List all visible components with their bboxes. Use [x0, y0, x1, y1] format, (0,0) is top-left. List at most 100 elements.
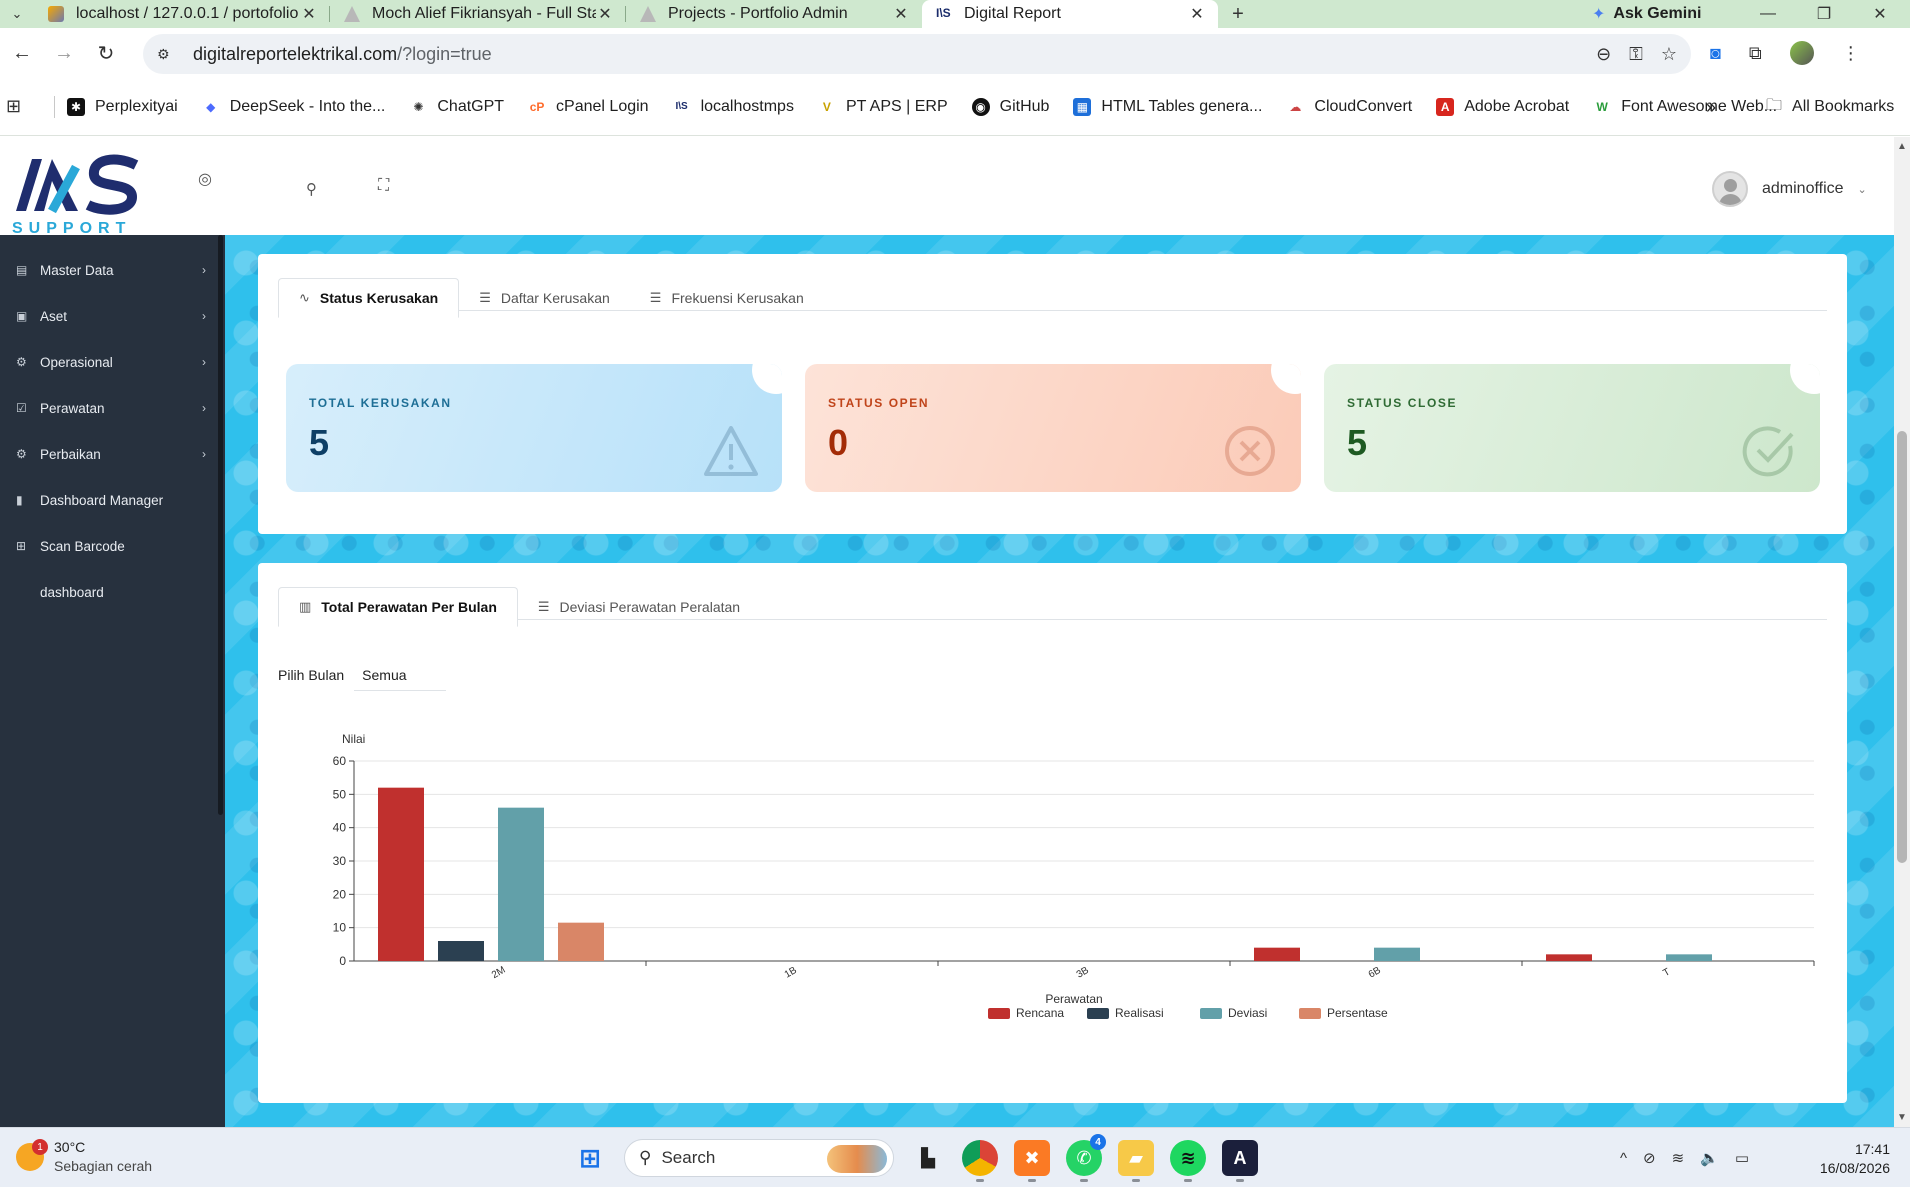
bookmark-item[interactable]: ◉ GitHub	[971, 97, 1049, 116]
bar-rencana	[1546, 954, 1592, 961]
new-tab-button[interactable]: +	[1232, 2, 1244, 25]
browser-tab-active[interactable]: I\S Digital Report ✕	[922, 0, 1218, 28]
bookmark-item[interactable]: V PT APS | ERP	[818, 98, 948, 116]
tab-daftar-kerusakan[interactable]: ☰ Daftar Kerusakan	[459, 278, 630, 318]
arc-icon[interactable]: A	[1222, 1140, 1258, 1182]
volume-icon[interactable]: 🔈	[1700, 1150, 1719, 1167]
bookmark-label: HTML Tables genera...	[1101, 97, 1263, 115]
bookmark-item[interactable]: ✱ Perplexityai	[67, 97, 178, 116]
legend-swatch	[1200, 1008, 1222, 1019]
sidebar-item-perbaikan[interactable]: ⚙ Perbaikan ›	[0, 431, 220, 477]
scrollbar-thumb[interactable]	[1897, 431, 1907, 863]
legend-swatch	[1087, 1008, 1109, 1019]
user-menu[interactable]: adminoffice ⌄	[1712, 171, 1867, 207]
y-tick-label: 10	[333, 921, 347, 935]
close-tab-icon[interactable]: ✕	[302, 6, 316, 23]
spotify-icon[interactable]: ≋	[1170, 1140, 1206, 1182]
chrome-icon[interactable]	[962, 1140, 998, 1182]
tab-frekuensi-kerusakan[interactable]: ☰ Frekuensi Kerusakan	[630, 278, 824, 318]
profile-avatar-icon[interactable]	[1789, 41, 1814, 65]
more-bookmarks-icon[interactable]: »	[1706, 96, 1717, 117]
zoom-icon[interactable]: ⊖	[1596, 43, 1612, 64]
app-header: SUPPORT ◎ ⚲ ⛶ adminoffice ⌄	[0, 137, 1894, 235]
back-arrow-icon[interactable]: ←	[12, 41, 32, 64]
sidebar-item-master-data[interactable]: ▤ Master Data ›	[0, 247, 220, 293]
all-bookmarks-button[interactable]: 🗀 All Bookmarks	[1766, 78, 1894, 136]
site-info-icon[interactable]: ⚙	[157, 45, 170, 62]
activity-icon: ∿	[299, 290, 310, 305]
key-icon[interactable]: ⚿	[1629, 43, 1643, 64]
star-icon[interactable]: ☆	[1660, 43, 1677, 64]
chevron-up-icon[interactable]: ^	[1620, 1149, 1628, 1167]
bookmark-item[interactable]: ◆ DeepSeek - Into the...	[202, 98, 385, 116]
tab-total-perawatan-per-bulan[interactable]: ▥ Total Perawatan Per Bulan	[278, 587, 518, 627]
close-tab-icon[interactable]: ✕	[598, 6, 612, 23]
bookmark-item[interactable]: ▦ HTML Tables genera...	[1073, 97, 1263, 116]
wifi-icon[interactable]: ≋	[1671, 1150, 1685, 1167]
ias-icon: I\S	[936, 6, 951, 20]
ias-support-logo[interactable]: SUPPORT	[12, 151, 146, 235]
windows-start-icon[interactable]: ⊞	[579, 1142, 601, 1173]
address-bar[interactable]: ⚙ digitalreportelektrikal.com/?login=tru…	[143, 34, 1691, 74]
legend-label: Persentase	[1327, 1006, 1388, 1020]
tab-label: Total Perawatan Per Bulan	[321, 599, 497, 615]
toggle-sidebar-icon[interactable]: ◎	[198, 171, 212, 188]
bookmark-item[interactable]: ✺ ChatGPT	[409, 98, 504, 116]
whatsapp-icon[interactable]: ✆ 4	[1066, 1134, 1106, 1182]
sync-off-icon[interactable]: ⊘	[1643, 1150, 1656, 1167]
page-scrollbar[interactable]: ▲ ▼	[1894, 137, 1910, 1127]
x-tick-label: 2M	[490, 965, 508, 981]
bookmark-label: Font Awesome Web...	[1621, 97, 1778, 115]
weather-widget[interactable]: 1 30°C Sebagian cerah	[16, 1138, 152, 1176]
bookmark-item[interactable]: cP cPanel Login	[528, 98, 649, 116]
chevron-right-icon: ›	[202, 401, 206, 415]
sidebar-item-scan-barcode[interactable]: ⊞ Scan Barcode	[0, 523, 220, 569]
reload-icon[interactable]: ↻	[97, 42, 115, 65]
month-select[interactable]: Semua	[354, 659, 447, 691]
bookmark-item[interactable]: I\S localhostmps	[673, 98, 794, 116]
sidebar-item-dashboard[interactable]: dashboard	[0, 569, 220, 615]
close-tab-icon[interactable]: ✕	[1190, 6, 1204, 23]
browser-tab[interactable]: localhost / 127.0.0.1 / portofolio ✕	[34, 0, 330, 28]
tab-deviasi-perawatan-peralatan[interactable]: ☰ Deviasi Perawatan Peralatan	[518, 587, 760, 627]
minimize-icon[interactable]: —	[1760, 5, 1776, 22]
file-explorer-icon[interactable]: ▰	[1118, 1140, 1154, 1182]
chevron-down-icon: ⌄	[1857, 183, 1867, 196]
extensions-puzzle-icon[interactable]: ⧉	[1748, 42, 1762, 63]
scroll-down-icon[interactable]: ▼	[1897, 1112, 1907, 1123]
sidebar-item-dashboard-manager[interactable]: ▮ Dashboard Manager	[0, 477, 220, 523]
browser-tab[interactable]: Moch Alief Fikriansyah - Full Stack ✕	[330, 0, 626, 28]
sidebar-item-operasional[interactable]: ⚙ Operasional ›	[0, 339, 220, 385]
close-tab-icon[interactable]: ✕	[894, 6, 908, 23]
taskbar-search[interactable]: ⚲ Search	[624, 1139, 894, 1177]
browser-tab[interactable]: Projects - Portfolio Admin ✕	[626, 0, 922, 28]
bookmark-item[interactable]: ☁ CloudConvert	[1286, 98, 1412, 116]
ask-gemini-button[interactable]: ✦ Ask Gemini	[1592, 0, 1701, 28]
sidebar-scrollbar[interactable]	[218, 235, 223, 815]
address-url[interactable]: digitalreportelektrikal.com/?login=true	[193, 44, 492, 65]
tab-status-kerusakan[interactable]: ∿ Status Kerusakan	[278, 278, 460, 318]
fullscreen-icon[interactable]: ⛶	[378, 177, 390, 194]
forward-arrow-icon[interactable]: →	[54, 41, 74, 64]
x-circle-icon	[1225, 426, 1275, 476]
more-vert-icon[interactable]: ⋮	[1841, 42, 1860, 63]
x-tick-label: 6B	[1367, 965, 1383, 981]
sidebar-item-aset[interactable]: ▣ Aset ›	[0, 293, 220, 339]
search-icon[interactable]: ⚲	[306, 181, 317, 198]
apps-grid-icon[interactable]: ⊞	[6, 96, 22, 116]
bookmark-item[interactable]: A Adobe Acrobat	[1436, 97, 1569, 116]
sidebar-item-perawatan[interactable]: ☑ Perawatan ›	[0, 385, 220, 431]
screen-capture-icon[interactable]: ◙	[1710, 42, 1721, 63]
system-clock[interactable]: 17:41 16/08/2026	[1820, 1140, 1890, 1178]
tab-search-chevron-icon[interactable]: ⌄	[11, 6, 23, 21]
xampp-icon[interactable]: ✖	[1014, 1140, 1050, 1182]
scroll-up-icon[interactable]: ▲	[1897, 141, 1907, 152]
task-view-icon[interactable]: ▙	[921, 1147, 935, 1168]
sidebar-item-label: Dashboard Manager	[40, 492, 164, 508]
avatar[interactable]	[1712, 171, 1748, 207]
battery-icon[interactable]: ▭	[1734, 1150, 1750, 1167]
bookmark-item[interactable]: W Font Awesome Web...	[1593, 97, 1778, 116]
close-window-icon[interactable]: ✕	[1873, 6, 1887, 23]
restore-icon[interactable]: ❐	[1816, 6, 1832, 23]
bar-rencana	[1254, 947, 1300, 961]
